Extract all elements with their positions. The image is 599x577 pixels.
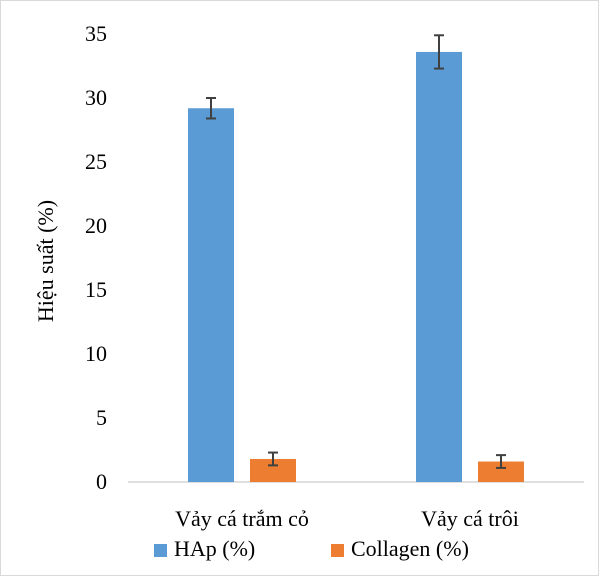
- x-category-label: Vảy cá trôi: [421, 506, 519, 531]
- error-bar: [434, 34, 444, 70]
- legend-item: HAp (%): [154, 536, 255, 561]
- error-bar: [496, 454, 506, 469]
- legend-swatch: [154, 544, 167, 557]
- y-tick-label: 5: [96, 405, 107, 430]
- bar-hap: [188, 108, 234, 483]
- legend-item: Collagen (%): [331, 536, 469, 561]
- error-bars: [206, 34, 506, 469]
- legend: HAp (%) Collagen (%): [154, 536, 469, 561]
- y-axis-label: Hiệu suất (%): [33, 200, 58, 322]
- category-labels: Vảy cá trắm cỏ Vảy cá trôi: [175, 506, 519, 531]
- bar-collagen: [250, 458, 296, 482]
- legend-label: Collagen (%): [351, 536, 469, 561]
- error-bar: [268, 451, 278, 467]
- y-tick-label: 15: [85, 277, 107, 302]
- y-tick-label: 35: [85, 21, 107, 46]
- legend-swatch: [331, 544, 344, 557]
- y-tick-label: 30: [85, 85, 107, 110]
- bars: [188, 51, 524, 483]
- bar-collagen: [478, 461, 524, 482]
- error-bar: [206, 97, 216, 120]
- y-tick-label: 20: [85, 213, 107, 238]
- y-tick-labels: 0 5 10 15 20 25 30 35: [85, 21, 107, 494]
- y-tick-label: 25: [85, 149, 107, 174]
- legend-label: HAp (%): [174, 536, 255, 561]
- x-category-label: Vảy cá trắm cỏ: [175, 506, 309, 531]
- y-tick-label: 0: [96, 469, 107, 494]
- bar-hap: [416, 51, 462, 483]
- y-tick-label: 10: [85, 341, 107, 366]
